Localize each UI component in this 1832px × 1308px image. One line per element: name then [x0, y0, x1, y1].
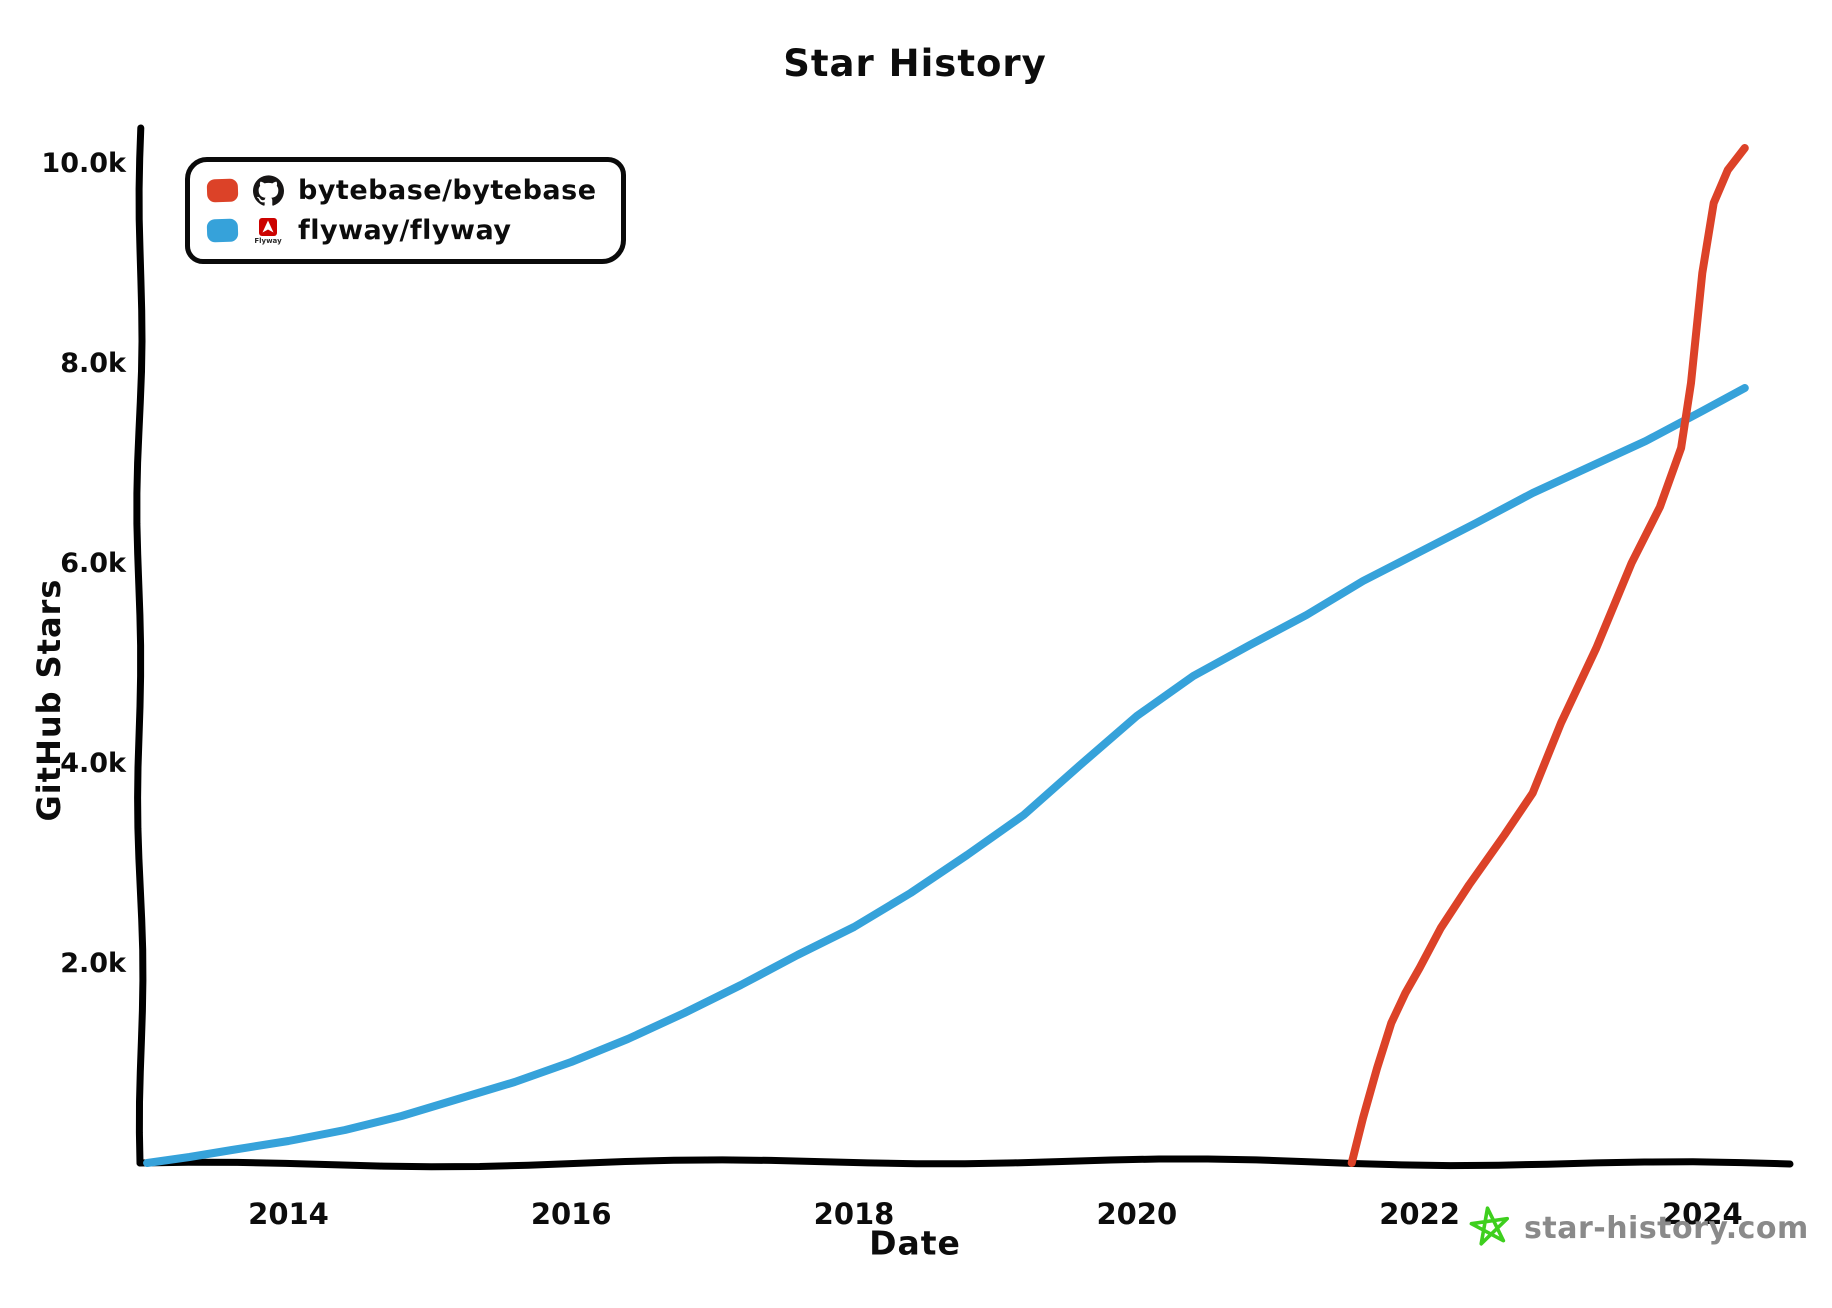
legend-item-flyway[interactable]: Flyway flyway/flyway [206, 215, 597, 246]
legend: bytebase/bytebase Flyway flyway/flyway [185, 157, 626, 264]
x-tick-label: 2022 [1379, 1197, 1460, 1231]
watermark-link[interactable]: star-history.com [1468, 1205, 1809, 1251]
y-tick-label: 4.0k [60, 748, 127, 779]
series-line-bytebase [1347, 144, 1749, 1167]
y-axis-label: GitHub Stars [30, 578, 68, 822]
x-tick-label: 2024 [1662, 1197, 1743, 1231]
flyway-color-swatch [206, 218, 239, 243]
x-tick-label: 2014 [248, 1197, 329, 1231]
x-axis-label: Date [869, 1223, 961, 1263]
flyway-icon: Flyway [251, 217, 285, 245]
y-tick-label: 6.0k [60, 548, 127, 579]
legend-item-bytebase[interactable]: bytebase/bytebase [206, 175, 597, 206]
star-icon [1468, 1205, 1512, 1251]
y-tick-label: 8.0k [60, 348, 127, 379]
y-tick-label: 10.0k [41, 148, 127, 179]
flyway-logo-text: Flyway [254, 236, 282, 245]
watermark-label: star-history.com [1524, 1210, 1809, 1246]
legend-label: flyway/flyway [298, 215, 512, 246]
y-axis-line [133, 124, 147, 1167]
x-tick-label: 2018 [814, 1197, 895, 1231]
series-line-flyway [143, 384, 1749, 1167]
legend-label: bytebase/bytebase [298, 175, 597, 206]
x-tick-label: 2016 [531, 1197, 612, 1231]
x-axis-line [136, 1155, 1794, 1171]
x-tick-label: 2020 [1096, 1197, 1177, 1231]
y-tick-label: 2.0k [60, 948, 127, 979]
bytebase-color-swatch [206, 178, 239, 203]
github-icon [251, 175, 285, 206]
chart-title: Star History [783, 42, 1047, 85]
